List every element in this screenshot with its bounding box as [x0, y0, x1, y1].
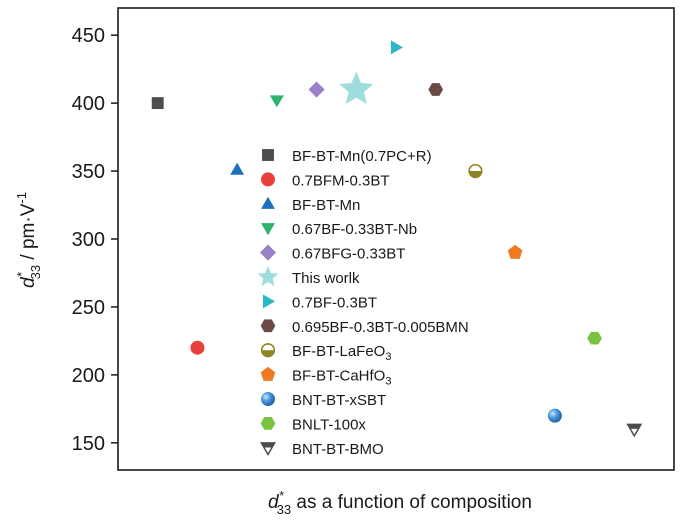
x-axis-label-symbol: d — [268, 492, 280, 513]
data-point — [547, 408, 562, 423]
legend-marker — [261, 196, 275, 209]
legend-label: BNT-BT-BMO — [292, 441, 384, 458]
legend-label: BNLT-100x — [292, 416, 366, 433]
y-axis-label-text: / pm·V — [18, 203, 39, 265]
legend-label: 0.67BF-0.33BT-Nb — [292, 221, 417, 238]
legend-marker — [260, 442, 276, 456]
y-axis-label-exp: -1 — [14, 192, 29, 204]
data-point — [339, 71, 374, 105]
x-axis-label-sub: 33 — [277, 502, 291, 517]
legend-marker — [261, 223, 275, 236]
legend-marker — [261, 392, 275, 406]
legend-label: BF-BT-Mn(0.7PC+R) — [292, 148, 432, 165]
data-point — [269, 95, 284, 108]
legend-item: 0.67BFG-0.33BT — [259, 244, 405, 263]
y-tick-label: 400 — [72, 93, 105, 115]
legend-label: 0.7BF-0.3BT — [292, 294, 377, 311]
y-tick-label: 250 — [72, 297, 105, 319]
legend-item: 0.7BF-0.3BT — [262, 294, 377, 311]
data-point — [190, 340, 205, 355]
legend-marker — [261, 172, 275, 187]
data-point — [626, 423, 643, 438]
data-point — [308, 81, 325, 98]
legend-marker — [260, 319, 276, 333]
legend-item: 0.695BF-0.3BT-0.005BMN — [260, 319, 469, 336]
legend-marker — [262, 149, 274, 161]
x-axis-label: d* 33 as a function of composition — [268, 488, 532, 517]
legend-item: BNT-BT-BMO — [260, 441, 384, 458]
x-axis-label-sup: * — [279, 488, 285, 503]
legend-item: BNLT-100x — [260, 416, 366, 433]
legend-label: BF-BT-Mn — [292, 197, 360, 214]
data-point — [587, 331, 602, 345]
data-point — [390, 40, 403, 55]
legend-marker — [260, 417, 276, 430]
legend-label: 0.67BFG-0.33BT — [292, 246, 405, 263]
y-axis-label-symbol: d — [18, 276, 39, 288]
legend-marker — [260, 343, 276, 358]
legend-marker — [262, 294, 275, 309]
x-axis-label-text: as a function of composition — [291, 492, 532, 513]
legend-item: 0.7BFM-0.3BT — [261, 172, 390, 189]
legend-marker — [260, 366, 276, 381]
legend-item: BF-BT-Mn — [261, 196, 360, 214]
y-tick-label: 450 — [72, 25, 105, 47]
y-axis-label-sup: * — [14, 271, 29, 277]
legend-item: BF-BT-Mn(0.7PC+R) — [262, 148, 432, 165]
data-point — [507, 244, 523, 259]
y-tick-label: 200 — [72, 365, 105, 387]
data-point — [468, 163, 483, 179]
y-tick-label: 300 — [72, 229, 105, 251]
y-tick-label: 350 — [72, 161, 105, 183]
legend-item: BNT-BT-xSBT — [261, 392, 386, 409]
legend-label: 0.695BF-0.3BT-0.005BMN — [292, 319, 469, 336]
data-point — [428, 83, 444, 96]
y-axis: 150 200 250 300 350 400 450 — [72, 25, 118, 455]
data-points — [151, 40, 643, 438]
legend-marker — [259, 244, 277, 261]
legend: BF-BT-Mn(0.7PC+R) 0.7BFM-0.3BT BF-BT-Mn 0.6… — [257, 148, 469, 458]
legend-marker — [257, 266, 279, 286]
legend-item: BF-BT-CaHfO3 — [260, 366, 391, 388]
legend-item: 0.67BF-0.33BT-Nb — [261, 221, 417, 238]
data-point — [151, 97, 164, 110]
legend-label: BNT-BT-xSBT — [292, 392, 386, 409]
plot-frame — [117, 7, 675, 471]
legend-label: BF-BT-CaHfO3 — [292, 368, 391, 388]
legend-item: This worlk — [257, 266, 360, 287]
legend-label: BF-BT-LaFeO3 — [292, 343, 391, 363]
legend-item: BF-BT-LaFeO3 — [260, 343, 391, 363]
y-axis-label: d*33 / pm·V-1 — [14, 192, 43, 288]
y-tick-label: 150 — [72, 433, 105, 455]
data-point — [230, 162, 245, 175]
y-axis-label-sub: 33 — [28, 265, 43, 279]
legend-label: 0.7BFM-0.3BT — [292, 172, 390, 189]
legend-label: This worlk — [292, 270, 360, 287]
